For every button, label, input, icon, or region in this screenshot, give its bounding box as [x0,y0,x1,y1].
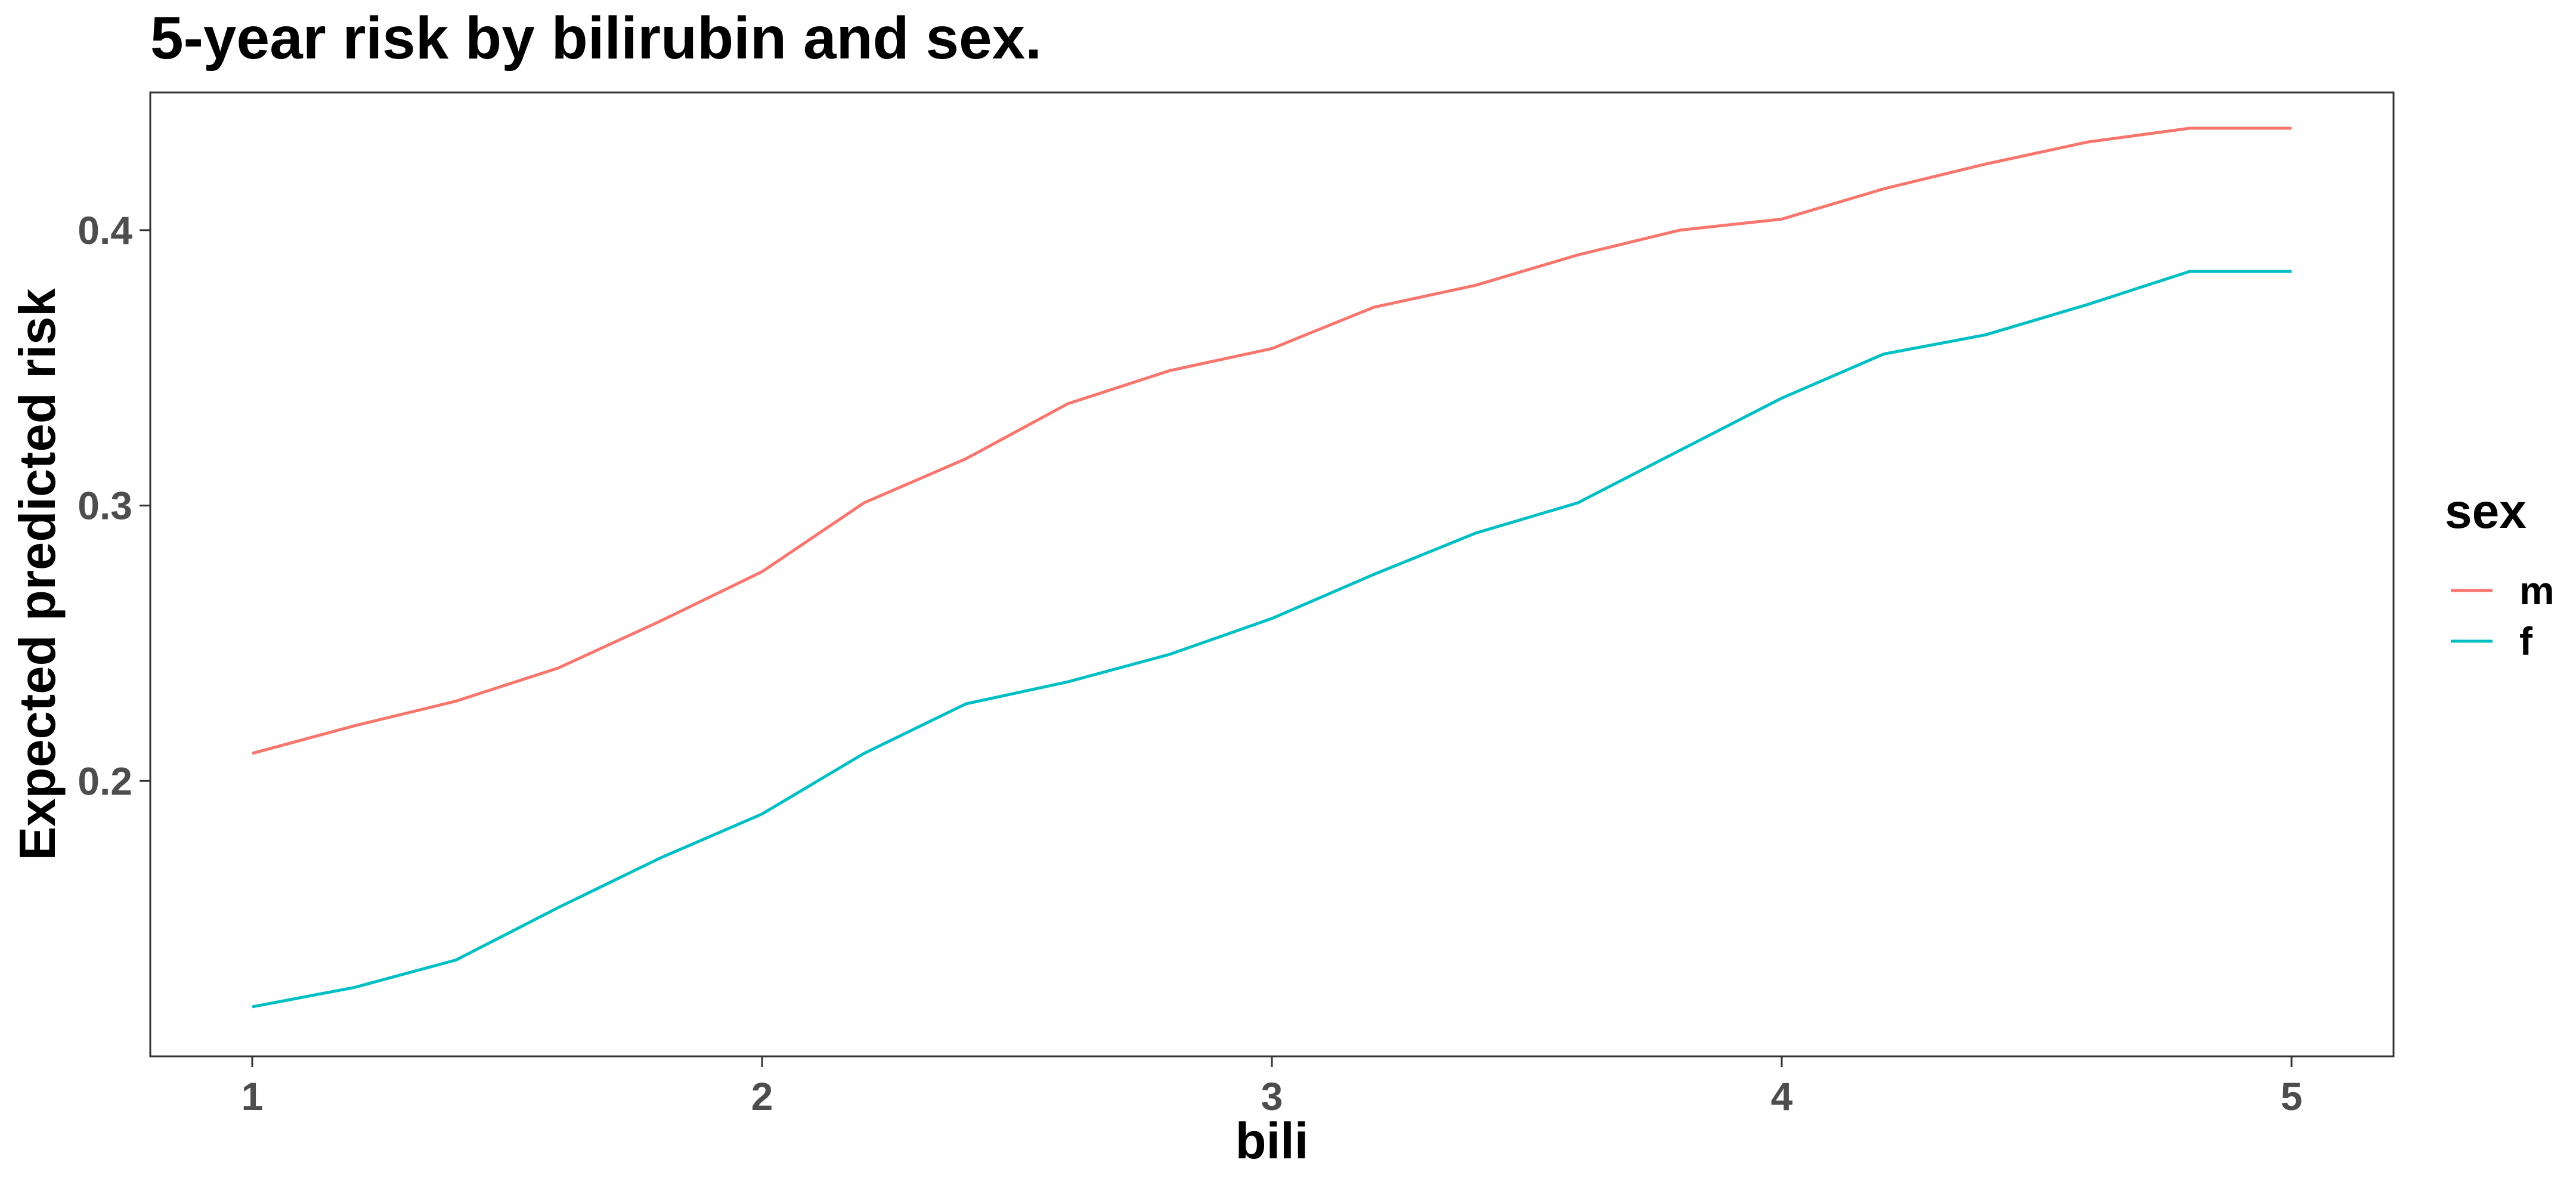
x-tick-label: 2 [751,1074,773,1118]
legend-items: mf [2451,568,2555,663]
chart-title: 5-year risk by bilirubin and sex. [150,5,1042,72]
legend-label-f: f [2519,619,2533,663]
series-lines [252,126,2292,1009]
x-tick-label: 3 [1261,1074,1283,1118]
x-tick-label: 4 [1771,1074,1793,1118]
x-axis: 1 2 3 4 5 [242,1056,2303,1118]
legend-label-m: m [2519,568,2555,613]
x-axis-title: bili [1236,1113,1309,1170]
y-axis-title: Expected predicted risk [10,288,66,861]
y-tick-label: 0.4 [78,208,132,252]
legend: sex mf [2445,484,2555,663]
series-line-m [252,126,2292,755]
y-tick-label: 0.3 [78,484,132,528]
series-line-f [252,270,2292,1009]
x-tick-label: 5 [2281,1074,2303,1118]
legend-title: sex [2445,484,2527,539]
y-tick-label: 0.2 [78,759,132,803]
y-axis: 0.2 0.3 0.4 [78,208,150,803]
x-tick-label: 1 [242,1074,264,1118]
